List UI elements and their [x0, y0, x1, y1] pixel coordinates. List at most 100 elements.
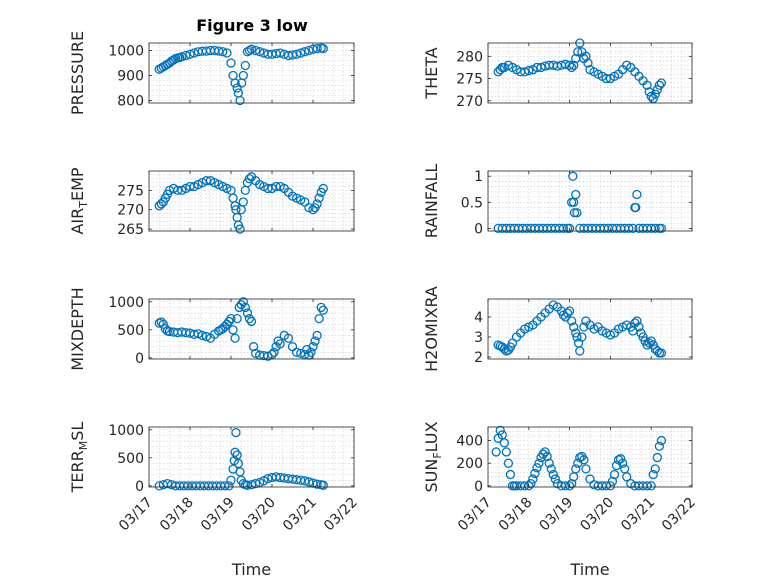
y-tick-label: 200	[456, 456, 483, 472]
data-point	[571, 464, 581, 474]
data-point	[226, 58, 236, 68]
series-markers	[154, 43, 328, 106]
data-point	[275, 48, 285, 58]
y-axis-label: H2OMIXRA	[422, 286, 441, 372]
data-point	[571, 189, 581, 200]
data-point	[542, 451, 552, 462]
data-point	[654, 441, 665, 451]
axes-box	[148, 426, 355, 488]
x-tick-label: 03/18	[496, 495, 536, 535]
data-point	[564, 481, 575, 491]
data-point	[177, 52, 187, 62]
data-point	[300, 47, 310, 57]
data-point	[312, 43, 322, 54]
data-point	[495, 425, 505, 436]
data-point	[312, 199, 322, 209]
data-point	[158, 319, 169, 329]
x-tick-label: 03/21	[618, 495, 658, 535]
data-point	[228, 325, 238, 335]
y-axis-label: PRESSURE	[68, 31, 87, 115]
series-markers	[493, 171, 667, 234]
data-point	[569, 60, 579, 70]
data-point	[181, 50, 191, 61]
data-point	[569, 208, 580, 218]
data-point	[550, 474, 560, 484]
data-point	[577, 332, 587, 342]
y-tick-label: 270	[456, 94, 483, 110]
y-axis-label: TERRMSL	[68, 422, 90, 494]
data-point	[501, 447, 512, 457]
series-markers	[154, 172, 328, 234]
data-point	[566, 316, 577, 326]
data-point	[283, 333, 294, 343]
data-point	[564, 60, 575, 70]
data-point	[491, 447, 501, 457]
y-tick-label: 265	[117, 222, 144, 238]
y-tick-label: 0	[474, 221, 483, 237]
data-point	[318, 480, 328, 490]
x-tick-label: 03/18	[157, 495, 197, 535]
data-point	[573, 47, 583, 57]
subplot-mixdepth: 0 500 1000 MIXDEPTH	[68, 287, 355, 371]
x-axis-label: Time	[569, 560, 609, 579]
y-tick-label: 900	[117, 69, 144, 85]
axes-box	[148, 42, 355, 104]
data-point	[224, 316, 234, 327]
data-point	[564, 223, 575, 234]
data-point	[230, 447, 240, 457]
data-point	[255, 477, 265, 488]
data-point	[648, 469, 658, 480]
axes-box	[487, 170, 693, 232]
y-tick-label: 0	[474, 479, 483, 495]
data-point	[656, 435, 667, 446]
data-point	[505, 469, 516, 480]
data-point	[499, 344, 509, 354]
data-point	[162, 478, 173, 489]
data-point	[566, 62, 577, 73]
data-point	[579, 455, 589, 465]
y-tick-label: 4	[474, 310, 483, 326]
data-point	[503, 458, 514, 468]
data-point	[569, 322, 579, 332]
series-markers	[493, 38, 667, 104]
axes-box	[487, 42, 693, 104]
data-point	[300, 476, 310, 486]
data-point	[564, 306, 575, 316]
y-axis-label: AIRTEMP	[68, 167, 90, 234]
y-axis-label: SUNFLUX	[422, 421, 444, 492]
data-point	[291, 49, 302, 59]
data-point	[575, 346, 585, 356]
data-point	[248, 342, 259, 352]
data-point	[566, 478, 577, 489]
data-point	[656, 223, 667, 234]
data-point	[316, 302, 326, 313]
data-point	[499, 438, 509, 448]
data-point	[572, 332, 582, 342]
data-point	[246, 316, 257, 327]
data-point	[528, 474, 538, 484]
data-point	[304, 45, 314, 56]
data-point	[275, 339, 285, 349]
data-point	[526, 478, 536, 489]
series-markers	[154, 297, 328, 361]
data-point	[314, 313, 324, 324]
data-point	[536, 62, 546, 73]
y-tick-label: 0.5	[461, 195, 483, 211]
data-point	[226, 313, 236, 324]
data-point	[250, 348, 261, 359]
data-point	[308, 342, 318, 352]
data-point	[617, 458, 628, 468]
data-point	[310, 336, 320, 346]
y-tick-label: 0	[135, 479, 144, 495]
data-point	[318, 43, 328, 54]
y-tick-label: 1000	[108, 295, 144, 311]
data-point	[238, 70, 248, 81]
data-point	[548, 469, 558, 480]
data-point	[314, 193, 324, 203]
data-point	[238, 197, 248, 207]
data-point	[246, 44, 257, 54]
data-point	[255, 47, 265, 57]
data-point	[652, 85, 662, 95]
data-point	[650, 464, 660, 474]
